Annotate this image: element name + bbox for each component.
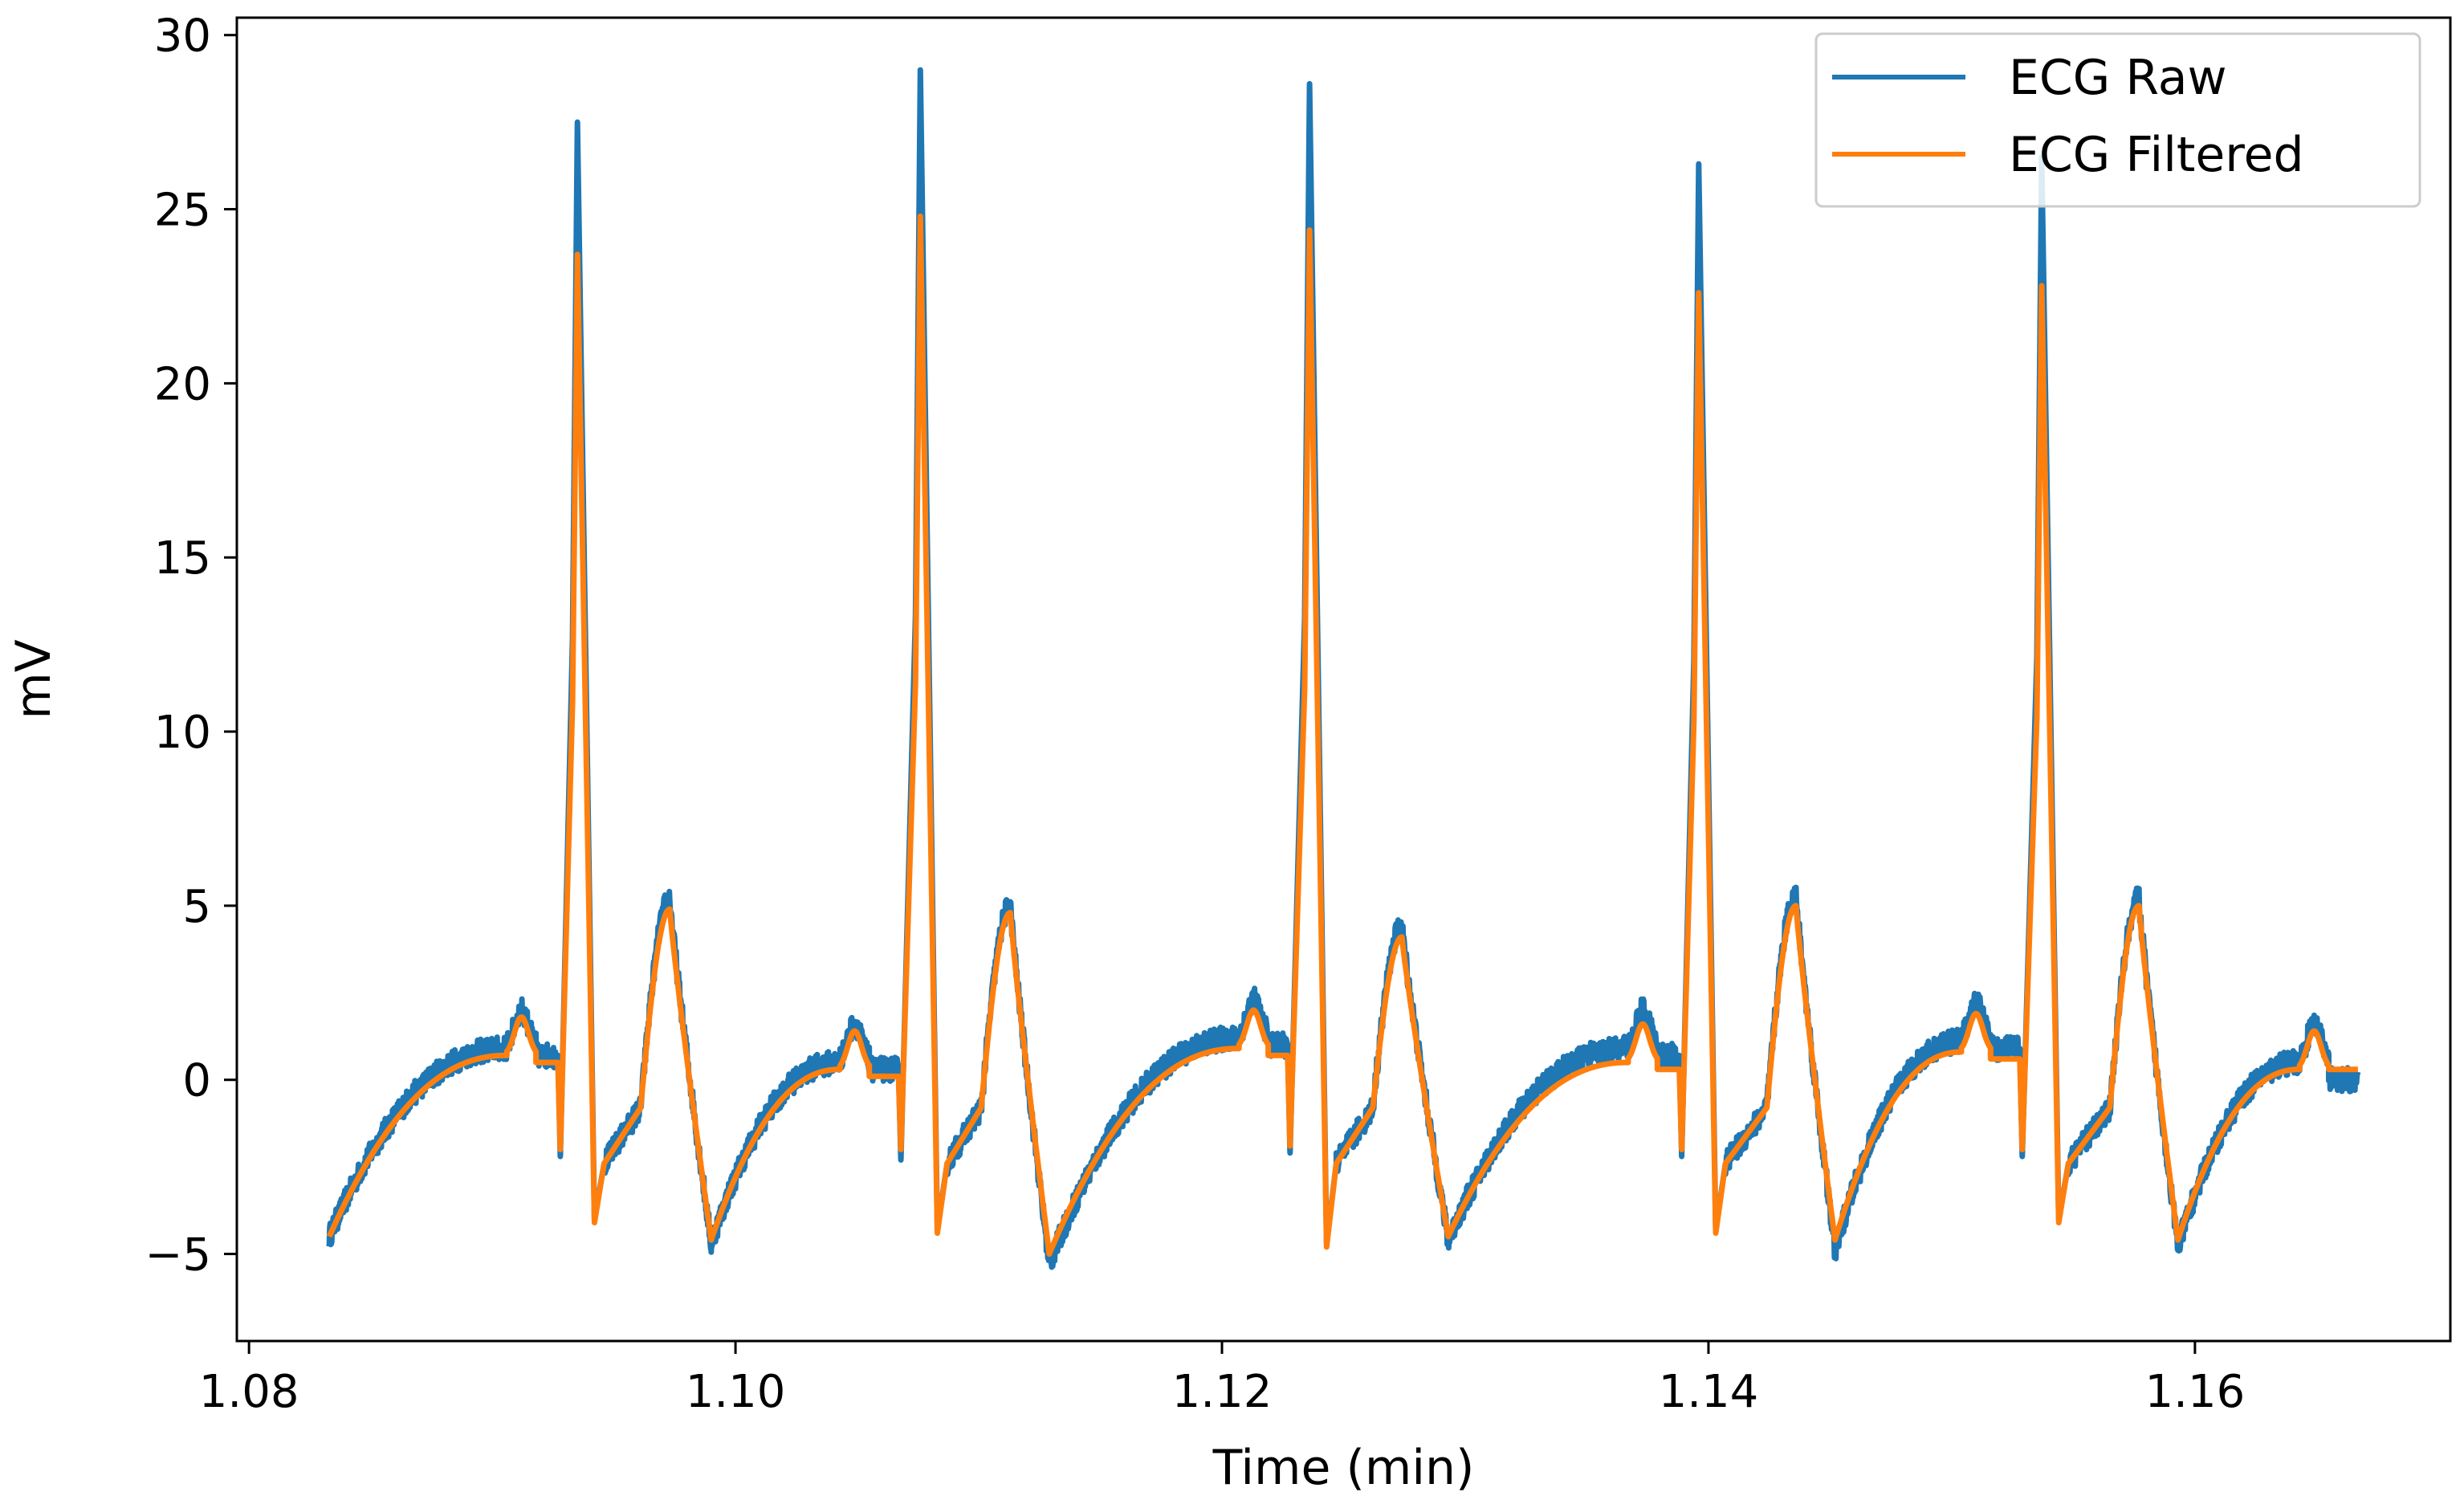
legend-label-ecg-raw: ECG Raw <box>2009 50 2227 106</box>
y-tick-label: 30 <box>154 10 211 63</box>
y-tick-label: 5 <box>182 881 211 933</box>
x-axis-label: Time (min) <box>1212 1440 1475 1496</box>
x-tick-label: 1.12 <box>1172 1366 1273 1418</box>
y-tick-label: 10 <box>154 707 211 759</box>
legend: ECG Raw ECG Filtered <box>1814 32 2421 208</box>
y-tick-label: 20 <box>154 358 211 410</box>
x-axis: 1.08 1.10 1.12 1.14 1.16 <box>199 1341 2245 1418</box>
plot-area <box>326 67 2361 1270</box>
y-axis-label: mV <box>6 639 62 719</box>
x-tick-label: 1.14 <box>1659 1366 1759 1418</box>
x-tick-label: 1.08 <box>199 1366 299 1418</box>
y-tick-label: 25 <box>154 185 211 237</box>
y-tick-label: −5 <box>145 1229 211 1282</box>
y-tick-label: 0 <box>182 1055 211 1107</box>
x-tick-label: 1.10 <box>686 1366 786 1418</box>
series-line-ecg-filtered <box>326 213 2360 1258</box>
legend-label-ecg-filtered: ECG Filtered <box>2009 127 2304 183</box>
legend-box <box>1814 32 2421 208</box>
y-axis: −5 0 5 10 15 20 25 30 <box>145 10 237 1282</box>
axes-frame <box>235 16 2452 1343</box>
x-tick-label: 1.16 <box>2145 1366 2246 1418</box>
y-tick-label: 15 <box>154 532 211 585</box>
